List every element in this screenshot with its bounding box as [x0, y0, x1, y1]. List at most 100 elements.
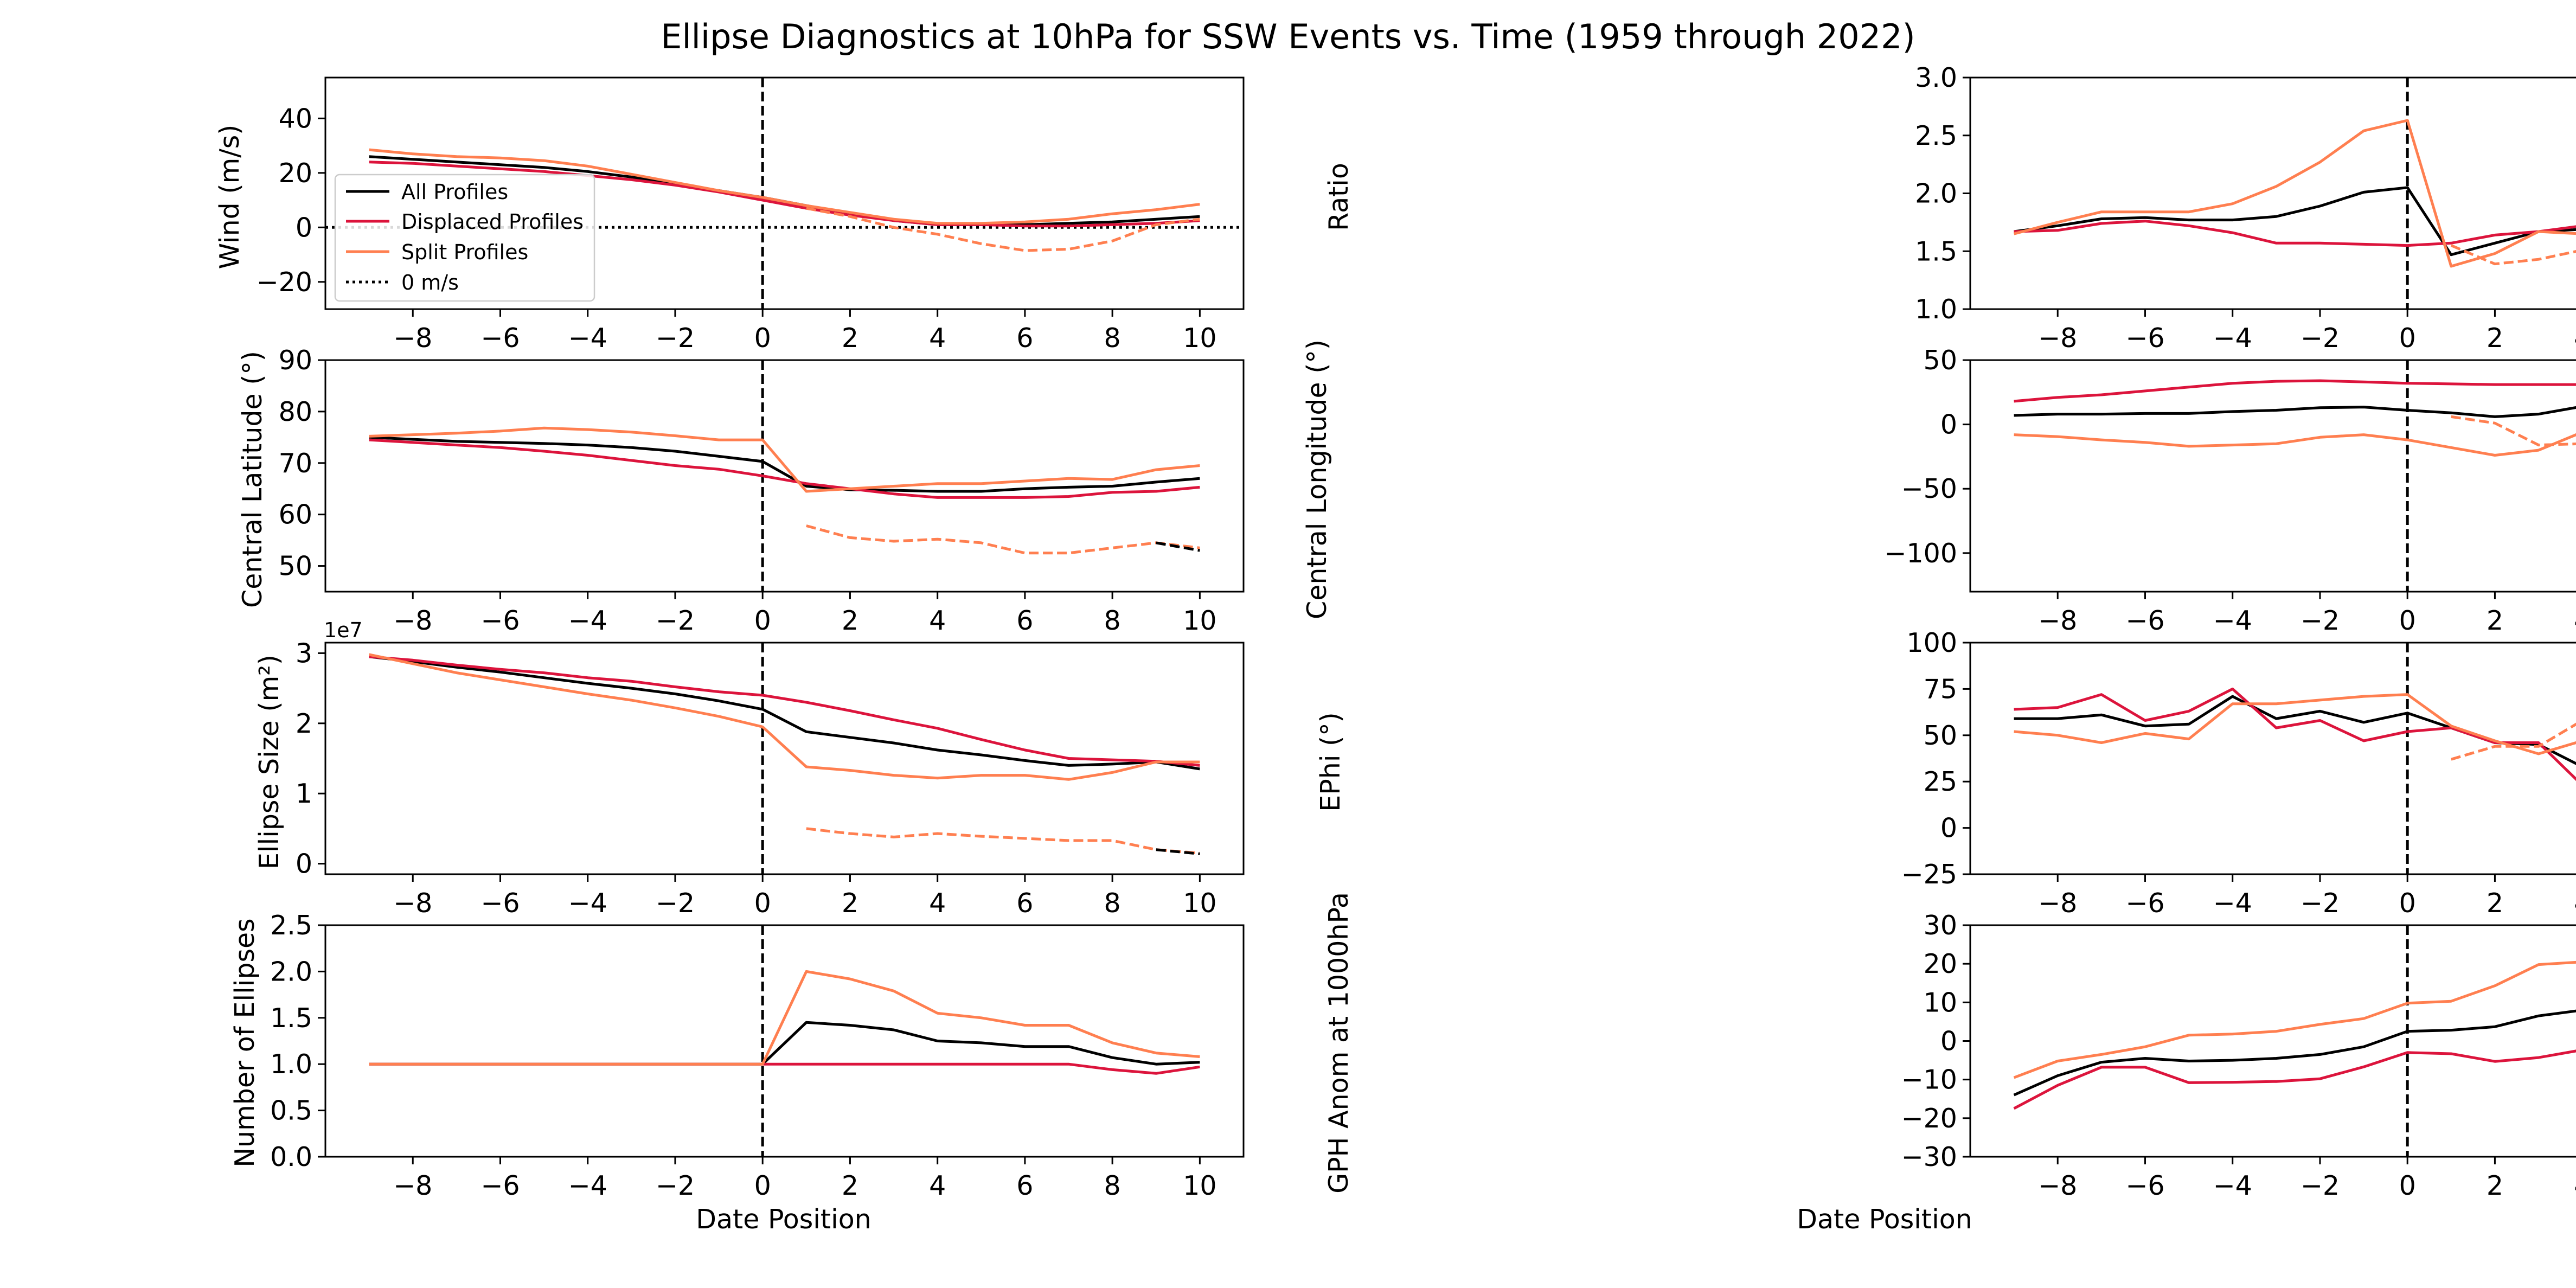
latitude-series-all	[369, 435, 1200, 493]
x-tick-label: 6	[1016, 888, 1033, 919]
x-tick-label: 2	[2487, 1170, 2503, 1201]
ephi-series-displaced	[2014, 687, 2576, 781]
x-tick-label: −2	[656, 605, 695, 636]
latitude-ylabel: Central Latitude (°)	[237, 351, 268, 608]
ephi-series-group	[2014, 687, 2576, 781]
x-tick-label: −6	[2125, 323, 2164, 354]
x-tick-label: 4	[929, 888, 946, 919]
x-tick-label: −4	[568, 888, 607, 919]
x-tick-label: −2	[656, 323, 695, 354]
count-frame	[324, 924, 1245, 1158]
count-ylabel: Number of Ellipses	[229, 918, 260, 1167]
x-tick-label: 2	[2487, 888, 2503, 919]
x-tick-label: 10	[1183, 1170, 1216, 1201]
x-tick-label: 6	[1016, 323, 1033, 354]
ratio-ylabel: Ratio	[1323, 163, 1354, 231]
x-tick-label: −8	[393, 888, 432, 919]
size-panel: Ellipse Size (m²) 1e7 −8 −6 −4 −2 0 2 4 6 8 10 0 1 2…	[254, 618, 1245, 919]
longitude-frame	[1969, 359, 2576, 593]
y-tick-label: 0	[1940, 409, 1957, 440]
y-tick-label: −20	[257, 267, 312, 298]
x-tick-label: −6	[2125, 888, 2164, 919]
x-tick-label: 0	[754, 1170, 771, 1201]
y-tick-label: 1.5	[270, 1003, 312, 1034]
x-tick-label: 4	[2574, 1170, 2576, 1201]
x-tick-label: −2	[2301, 888, 2340, 919]
size-series-all	[369, 655, 1200, 771]
x-tick-label: 2	[2487, 323, 2503, 354]
x-tick-label: −8	[2038, 323, 2077, 354]
x-tick-label: −8	[393, 1170, 432, 1201]
gph-series-split	[2013, 960, 2576, 1079]
x-tick-label: −6	[480, 605, 520, 636]
legend-item-split: Split Profiles	[346, 240, 528, 264]
x-tick-label: 0	[2399, 888, 2416, 919]
latitude-panel: Central Latitude (°) −8 −6 −4 −2 0 2 4 6 8 10 50 60…	[237, 345, 1245, 636]
x-tick-label: 8	[1104, 605, 1121, 636]
y-tick-label: −30	[1901, 1142, 1957, 1172]
x-tick-label: 4	[2574, 888, 2576, 919]
x-tick-label: 2	[842, 605, 858, 636]
legend-item-displaced: Displaced Profiles	[346, 210, 584, 234]
figure-title: Ellipse Diagnostics at 10hPa for SSW Eve…	[661, 17, 1915, 56]
x-tick-label: −6	[480, 1170, 520, 1201]
y-tick-label: 1.0	[270, 1049, 312, 1080]
longitude-series-all	[2014, 406, 2576, 418]
y-tick-label: 40	[279, 103, 312, 134]
y-tick-label: 2.5	[270, 910, 312, 941]
x-tick-label: −4	[2213, 888, 2252, 919]
x-tick-label: 8	[1104, 1170, 1121, 1201]
x-tick-label: 10	[1183, 888, 1216, 919]
legend-frame	[334, 174, 595, 302]
wind-legend: All Profiles Displaced Profiles Split Pr…	[334, 174, 595, 302]
latitude-series-split	[369, 426, 1200, 493]
y-tick-label: 100	[1906, 627, 1957, 658]
y-tick-label: 30	[1924, 910, 1957, 941]
y-tick-label: −20	[1901, 1103, 1957, 1134]
x-tick-label: −8	[393, 605, 432, 636]
latitude-series-all-dashed	[1156, 541, 1200, 552]
y-tick-label: 3.0	[1915, 62, 1957, 93]
wind-ylabel: Wind (m/s)	[214, 125, 245, 270]
x-tick-label: −6	[2125, 605, 2164, 636]
y-tick-label: 0.0	[270, 1142, 312, 1172]
size-frame	[324, 642, 1245, 875]
ephi-series-split	[2014, 693, 2576, 755]
size-ylabel: Ellipse Size (m²)	[254, 655, 285, 869]
x-tick-label: 8	[1104, 888, 1121, 919]
x-tick-label: −8	[2038, 605, 2077, 636]
x-tick-label: 0	[754, 323, 771, 354]
legend-label: 0 m/s	[401, 271, 459, 294]
legend-item-zero: 0 m/s	[346, 271, 459, 294]
y-tick-label: 75	[1924, 674, 1957, 704]
y-tick-label: 2.0	[270, 956, 312, 987]
y-tick-label: 1.0	[1915, 294, 1957, 325]
legend-item-all: All Profiles	[346, 180, 508, 204]
size-offset-label: 1e7	[324, 618, 363, 642]
latitude-series-group	[369, 426, 1200, 555]
longitude-ylabel: Central Longitude (°)	[1302, 339, 1332, 619]
x-tick-label: 4	[2574, 323, 2576, 354]
wind-series-displaced	[369, 161, 1200, 228]
legend-label: Split Profiles	[401, 240, 528, 264]
size-series-split-dashed	[806, 827, 1200, 855]
size-series-all-dashed	[1156, 848, 1200, 855]
x-tick-label: 4	[2574, 605, 2576, 636]
x-tick-label: 0	[2399, 605, 2416, 636]
x-tick-label: −2	[656, 1170, 695, 1201]
y-tick-label: 0	[296, 849, 312, 880]
size-series-split	[369, 653, 1200, 781]
x-tick-label: −6	[480, 323, 520, 354]
size-series-group	[369, 653, 1200, 855]
y-tick-label: 0.5	[270, 1095, 312, 1126]
y-tick-label: 20	[1924, 949, 1957, 979]
x-tick-label: 6	[1016, 605, 1033, 636]
x-tick-label: −8	[2038, 1170, 2077, 1201]
ratio-series-group	[2013, 119, 2576, 268]
x-tick-label: 0	[754, 888, 771, 919]
wind-series-split	[369, 148, 1200, 225]
y-tick-label: 50	[1924, 720, 1957, 751]
